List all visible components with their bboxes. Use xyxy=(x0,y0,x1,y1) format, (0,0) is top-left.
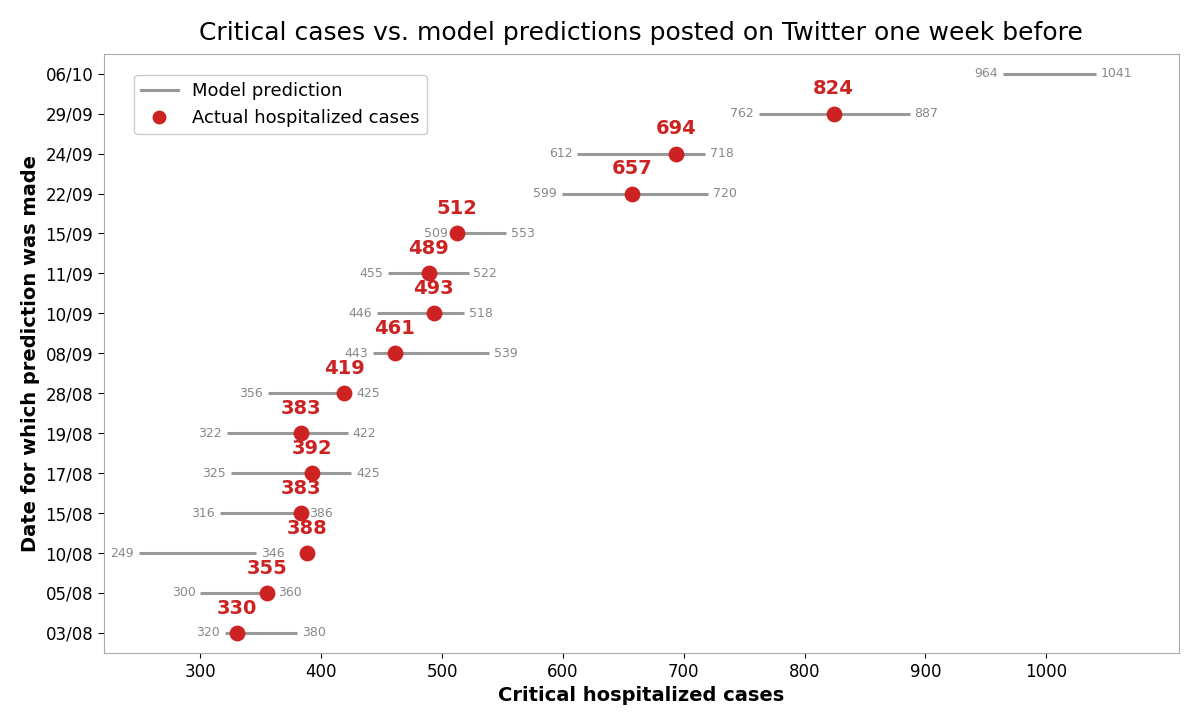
Point xyxy=(298,547,317,559)
Text: 386: 386 xyxy=(310,507,332,520)
Title: Critical cases vs. model predictions posted on Twitter one week before: Critical cases vs. model predictions pos… xyxy=(199,21,1084,45)
Text: 489: 489 xyxy=(408,240,449,258)
Text: 718: 718 xyxy=(710,147,734,160)
Point xyxy=(622,188,641,200)
Text: 356: 356 xyxy=(240,387,263,400)
Text: 446: 446 xyxy=(348,307,372,320)
Y-axis label: Date for which prediction was made: Date for which prediction was made xyxy=(20,155,40,552)
Text: 360: 360 xyxy=(277,587,301,600)
Text: 355: 355 xyxy=(246,559,287,578)
Text: 539: 539 xyxy=(494,347,517,360)
Text: 518: 518 xyxy=(469,307,492,320)
Point xyxy=(385,348,404,359)
Text: 330: 330 xyxy=(216,599,257,618)
Point xyxy=(257,587,276,599)
Text: 461: 461 xyxy=(374,319,415,338)
Point xyxy=(667,148,686,160)
Text: 346: 346 xyxy=(260,547,284,560)
Text: 599: 599 xyxy=(533,187,557,200)
Point xyxy=(292,428,311,439)
Point xyxy=(446,228,466,240)
Text: 392: 392 xyxy=(292,439,332,458)
Text: 380: 380 xyxy=(302,627,325,640)
Text: 553: 553 xyxy=(511,227,535,240)
Text: 388: 388 xyxy=(287,519,328,538)
Text: 509: 509 xyxy=(425,227,448,240)
X-axis label: Critical hospitalized cases: Critical hospitalized cases xyxy=(498,686,785,705)
Point xyxy=(302,468,322,479)
Text: 612: 612 xyxy=(548,147,572,160)
Text: 720: 720 xyxy=(713,187,737,200)
Point xyxy=(424,308,443,319)
Text: 425: 425 xyxy=(356,387,380,400)
Text: 316: 316 xyxy=(191,507,215,520)
Text: 1041: 1041 xyxy=(1100,68,1133,80)
Legend: Model prediction, Actual hospitalized cases: Model prediction, Actual hospitalized ca… xyxy=(134,75,427,134)
Text: 322: 322 xyxy=(198,427,222,440)
Text: 300: 300 xyxy=(172,587,196,600)
Text: 657: 657 xyxy=(611,159,652,179)
Point xyxy=(824,108,844,120)
Text: 320: 320 xyxy=(196,627,220,640)
Text: 522: 522 xyxy=(474,267,497,280)
Text: 383: 383 xyxy=(281,479,320,498)
Text: 762: 762 xyxy=(730,107,754,120)
Text: 694: 694 xyxy=(656,119,697,139)
Text: 249: 249 xyxy=(110,547,134,560)
Point xyxy=(292,507,311,519)
Text: 824: 824 xyxy=(814,79,854,99)
Text: 383: 383 xyxy=(281,399,320,418)
Text: 512: 512 xyxy=(436,200,476,219)
Text: 419: 419 xyxy=(324,359,365,378)
Point xyxy=(335,388,354,399)
Text: 443: 443 xyxy=(344,347,368,360)
Text: 964: 964 xyxy=(974,68,998,80)
Text: 422: 422 xyxy=(353,427,377,440)
Text: 493: 493 xyxy=(413,280,454,298)
Text: 425: 425 xyxy=(356,467,380,480)
Text: 325: 325 xyxy=(202,467,226,480)
Point xyxy=(419,268,438,280)
Point xyxy=(227,627,246,639)
Text: 455: 455 xyxy=(359,267,383,280)
Text: 887: 887 xyxy=(914,107,938,120)
